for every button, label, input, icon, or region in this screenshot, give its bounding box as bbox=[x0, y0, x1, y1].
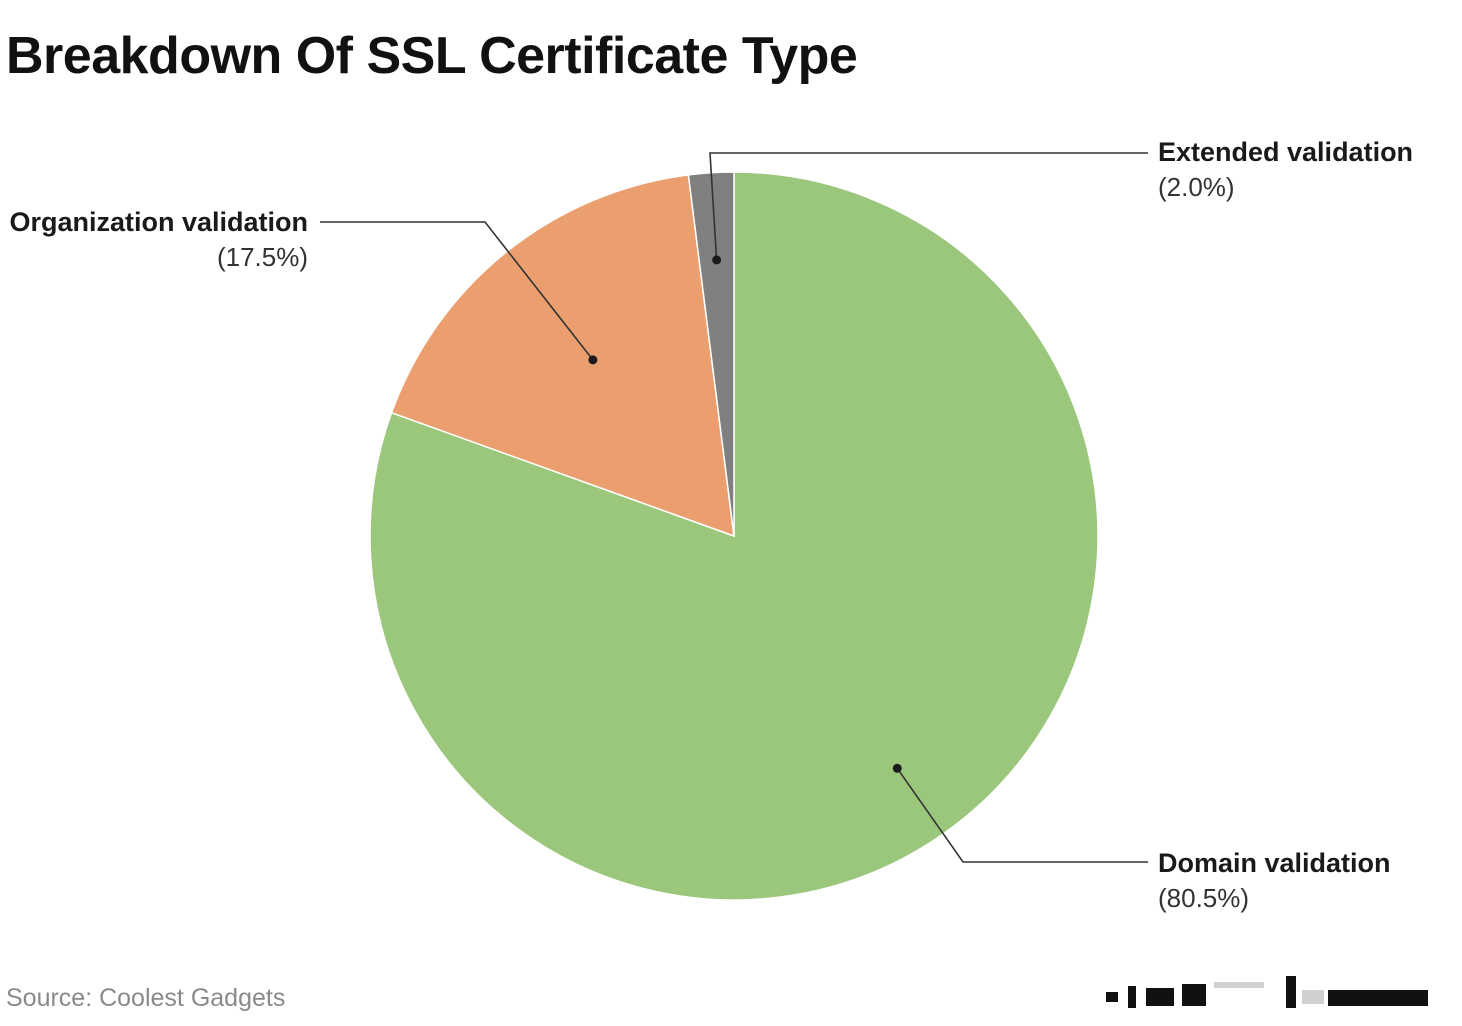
source-note: Source: Coolest Gadgets bbox=[6, 984, 286, 1012]
leader-dot-domain-validation bbox=[892, 763, 902, 773]
label-domain-validation: Domain validation bbox=[1158, 848, 1391, 878]
value-label-extended-validation: (2.0%) bbox=[1158, 172, 1235, 202]
value-label-domain-validation: (80.5%) bbox=[1158, 883, 1249, 913]
watermark-logo bbox=[1106, 976, 1428, 1008]
leader-dot-extended-validation bbox=[712, 255, 722, 265]
leader-line-domain-validation bbox=[896, 767, 1148, 863]
leader-line-extended-validation bbox=[709, 152, 1148, 260]
label-extended-validation: Extended validation bbox=[1158, 137, 1413, 167]
value-label-organization-validation: (17.5%) bbox=[217, 242, 308, 272]
leader-line-organization-validation bbox=[320, 221, 594, 361]
leader-dot-organization-validation bbox=[588, 355, 598, 365]
slice-organization-validation bbox=[390, 174, 735, 538]
label-organization-validation: Organization validation bbox=[9, 207, 308, 237]
leader-lines bbox=[320, 152, 1148, 863]
slice-labels: Domain validation (80.5%) Organization val… bbox=[9, 137, 1413, 913]
pie-slices bbox=[369, 171, 1099, 901]
chart-title: Breakdown Of SSL Certificate Type bbox=[6, 27, 858, 85]
